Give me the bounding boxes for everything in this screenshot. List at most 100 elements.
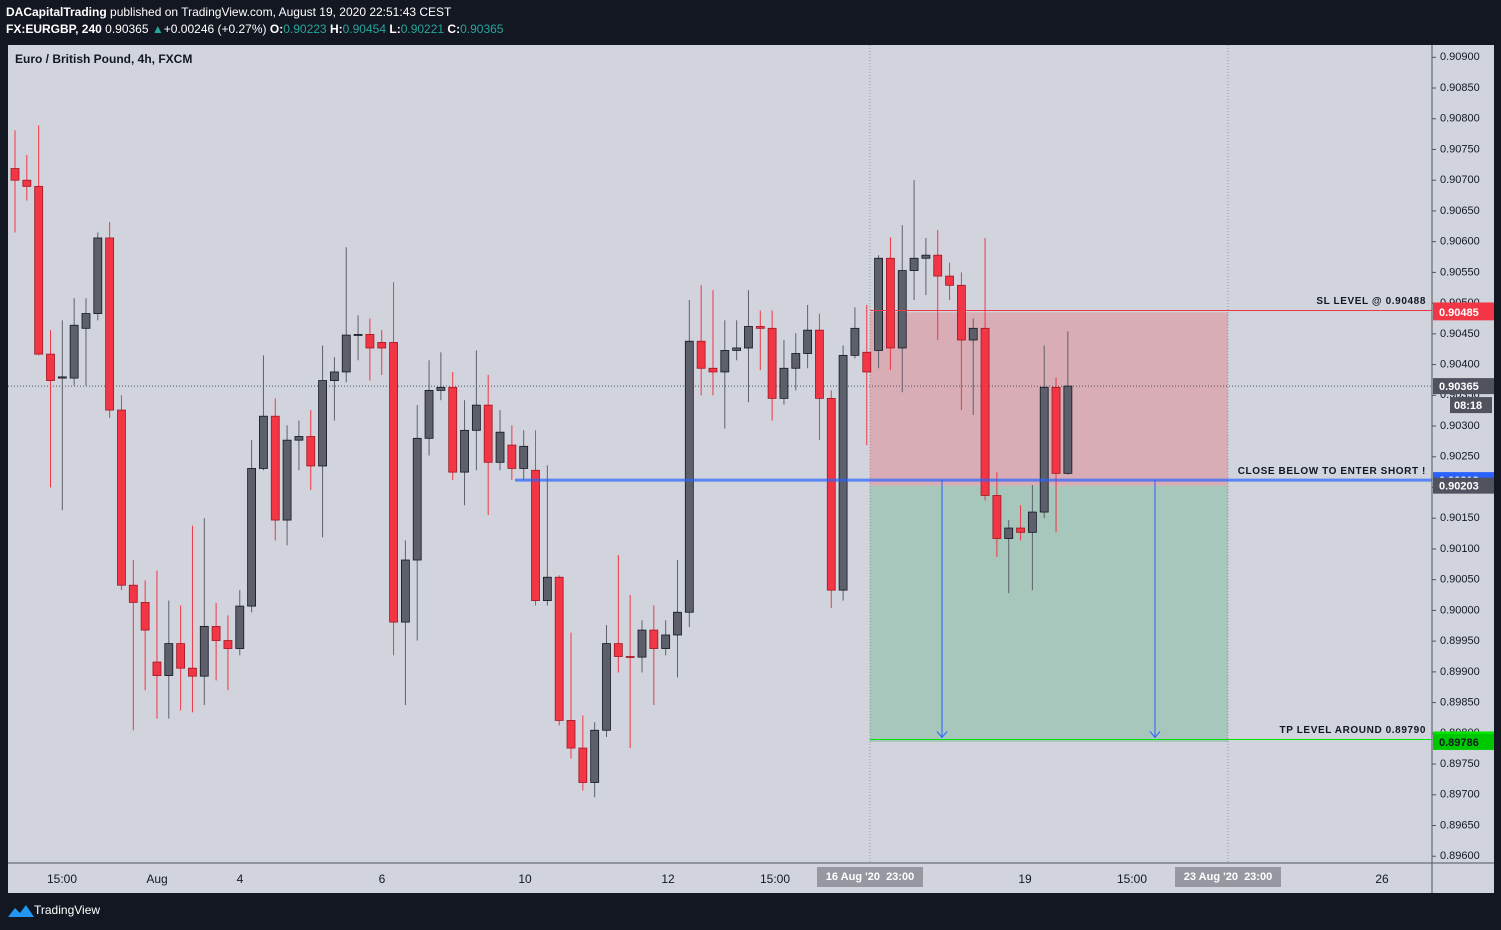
target-zone: [870, 485, 1228, 742]
candle-body: [779, 367, 789, 399]
range-badge: [1175, 867, 1281, 887]
y-tick-label: 0.90900: [1440, 51, 1480, 63]
x-tick-label: Aug: [146, 872, 167, 886]
candle-body: [57, 376, 67, 379]
direction: ▲: [151, 22, 164, 36]
candle-body: [10, 168, 20, 181]
logo: [8, 905, 34, 917]
candle-body: [199, 625, 209, 677]
price-badge-label: 0.90203: [1439, 481, 1479, 493]
change: +0.00246 (+0.27%): [163, 22, 267, 36]
x-tick-label: 10: [518, 872, 532, 886]
candle-body: [223, 640, 233, 649]
range-badge-label: 16 Aug '20 23:00: [826, 871, 914, 883]
candle-body: [34, 185, 44, 355]
y-tick-label: 0.90000: [1440, 604, 1480, 616]
level-annotation: CLOSE BELOW TO ENTER SHORT !: [1238, 466, 1426, 477]
candle-body: [744, 326, 753, 349]
candle-body: [46, 353, 55, 381]
candle-body: [412, 437, 422, 561]
candle-body: [341, 334, 351, 373]
candle-body: [424, 389, 434, 439]
y-tick-label: 0.90250: [1440, 451, 1480, 463]
level-annotation: SL LEVEL @ 0.90488: [1316, 296, 1426, 307]
candle-body: [69, 324, 79, 379]
header-line-2: FX:EURGBP, 240 0.90365 ▲+0.00246 (+0.27%…: [6, 22, 503, 36]
candle-body: [696, 340, 706, 369]
candle-body: [282, 439, 292, 521]
price-badge-label: 0.89786: [1439, 737, 1479, 749]
candle-body: [578, 747, 588, 783]
candle-body: [826, 397, 836, 591]
x-tick-label: 19: [1018, 872, 1032, 886]
candle-body: [1063, 385, 1073, 474]
author: DACapitalTrading: [6, 5, 107, 19]
y-tick-label: 0.90800: [1440, 113, 1480, 125]
y-tick-label: 0.90750: [1440, 143, 1480, 155]
candle-body: [507, 444, 517, 469]
candle-body: [81, 313, 91, 329]
price-badge-label: 0.90485: [1439, 307, 1479, 319]
candle-body: [886, 257, 895, 349]
candle-body: [117, 409, 126, 586]
candle-body: [377, 342, 387, 349]
countdown-badge: [1450, 397, 1492, 414]
y-tick-label: 0.90700: [1440, 174, 1480, 186]
y-tick-label: 0.90300: [1440, 420, 1480, 432]
candle-body: [921, 254, 931, 259]
candle-body: [1016, 527, 1025, 533]
arrow-head: [936, 731, 948, 739]
candle-body: [602, 643, 611, 731]
y-tick-label: 0.89950: [1440, 635, 1480, 647]
y-tick-label: 0.89850: [1440, 697, 1480, 709]
candle-body: [815, 329, 824, 399]
candle-body: [992, 495, 1002, 539]
stop-zone: [870, 312, 1228, 486]
candle-body: [389, 342, 398, 623]
candle-body: [755, 326, 765, 329]
candle-body: [684, 340, 694, 613]
x-tick-label: 15:00: [1117, 872, 1147, 886]
ohlc-value: 0.90365: [460, 22, 504, 36]
ohlc-key: O:: [269, 22, 284, 36]
ohlc-value: 0.90223: [283, 22, 327, 36]
candle-body: [259, 415, 268, 469]
last: 0.90365: [105, 22, 149, 36]
candle-body: [365, 334, 375, 349]
y-tick-label: 0.89900: [1440, 666, 1480, 678]
candle-body: [566, 720, 576, 749]
ohlc-key: L:: [389, 22, 401, 36]
candle-body: [400, 559, 410, 623]
candle-body: [211, 625, 221, 641]
candle-body: [909, 257, 919, 271]
candle-body: [152, 661, 162, 676]
chart-title: Euro / British Pound, 4h, FXCM: [15, 52, 192, 66]
candle-body: [247, 468, 257, 607]
candle-body: [862, 351, 872, 373]
candle-body: [93, 237, 103, 314]
candle-body: [874, 257, 883, 351]
candle-body: [661, 634, 671, 649]
candle-body: [495, 431, 505, 463]
arrow-head: [1149, 731, 1161, 739]
y-tick-label: 0.90600: [1440, 236, 1480, 248]
x-tick-label: 6: [379, 872, 386, 886]
candle-body: [980, 327, 990, 496]
candle-body: [1051, 386, 1061, 474]
price-badge-label: 0.90365: [1439, 381, 1479, 393]
candle-body: [897, 270, 907, 349]
range-badge-label: 23 Aug '20 23:00: [1184, 871, 1272, 883]
candle-body: [838, 354, 848, 591]
candle-body: [128, 584, 138, 603]
candle-body: [767, 327, 777, 399]
candle-body: [448, 386, 458, 473]
price-badge: [1433, 733, 1494, 750]
candle-body: [330, 371, 339, 381]
candle-body: [649, 629, 659, 649]
y-tick-label: 0.90400: [1440, 358, 1480, 370]
candle-body: [637, 629, 647, 658]
price-badge: [1433, 378, 1494, 395]
y-tick-label: 0.90150: [1440, 512, 1480, 524]
y-tick-label: 0.90450: [1440, 328, 1480, 340]
